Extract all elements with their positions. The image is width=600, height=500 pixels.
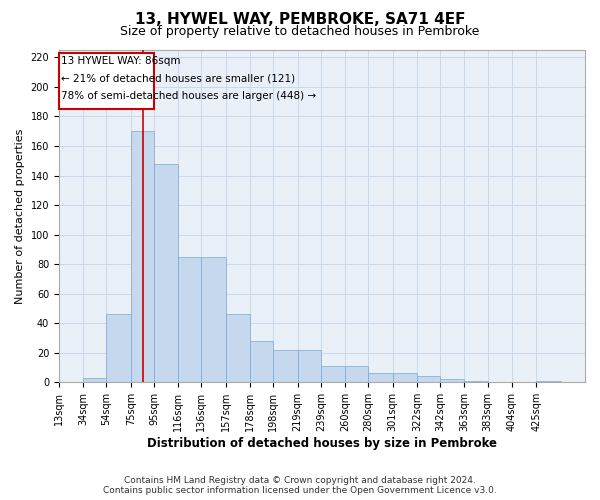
Text: 78% of semi-detached houses are larger (448) →: 78% of semi-detached houses are larger (… [61, 92, 316, 102]
Bar [131, 131, 154, 382]
Bar [202, 257, 226, 382]
Bar [83, 378, 106, 382]
Bar [298, 350, 321, 382]
Bar [417, 376, 440, 382]
Bar [440, 380, 464, 382]
Bar [226, 314, 250, 382]
Bar [536, 381, 560, 382]
Bar [345, 366, 368, 382]
Text: 13 HYWEL WAY: 86sqm: 13 HYWEL WAY: 86sqm [61, 56, 180, 66]
Bar [59, 53, 154, 109]
Bar [250, 341, 273, 382]
Y-axis label: Number of detached properties: Number of detached properties [15, 128, 25, 304]
Bar [464, 381, 488, 382]
Text: ← 21% of detached houses are smaller (121): ← 21% of detached houses are smaller (12… [61, 74, 295, 84]
X-axis label: Distribution of detached houses by size in Pembroke: Distribution of detached houses by size … [147, 437, 497, 450]
Bar [392, 374, 417, 382]
Bar [321, 366, 345, 382]
Text: 13, HYWEL WAY, PEMBROKE, SA71 4EF: 13, HYWEL WAY, PEMBROKE, SA71 4EF [135, 12, 465, 28]
Bar [154, 164, 178, 382]
Text: Contains HM Land Registry data © Crown copyright and database right 2024.
Contai: Contains HM Land Registry data © Crown c… [103, 476, 497, 495]
Bar [273, 350, 298, 382]
Bar [368, 374, 392, 382]
Text: Size of property relative to detached houses in Pembroke: Size of property relative to detached ho… [121, 25, 479, 38]
Bar [178, 257, 202, 382]
Bar [106, 314, 131, 382]
